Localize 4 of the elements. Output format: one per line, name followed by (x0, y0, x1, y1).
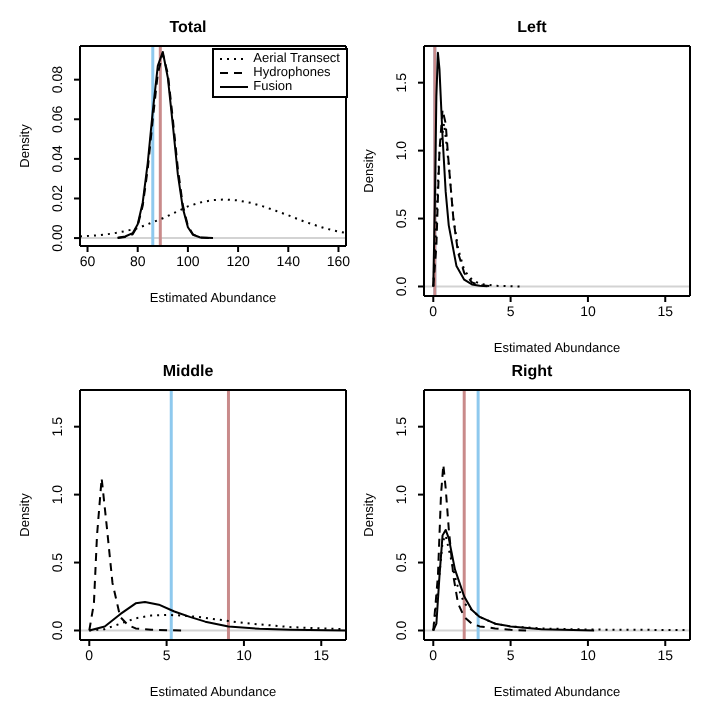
chart-title: Right (509, 360, 555, 384)
chart-title: Middle (160, 360, 216, 384)
chart-title: Left (515, 16, 549, 40)
chart-title: Total (167, 16, 209, 40)
